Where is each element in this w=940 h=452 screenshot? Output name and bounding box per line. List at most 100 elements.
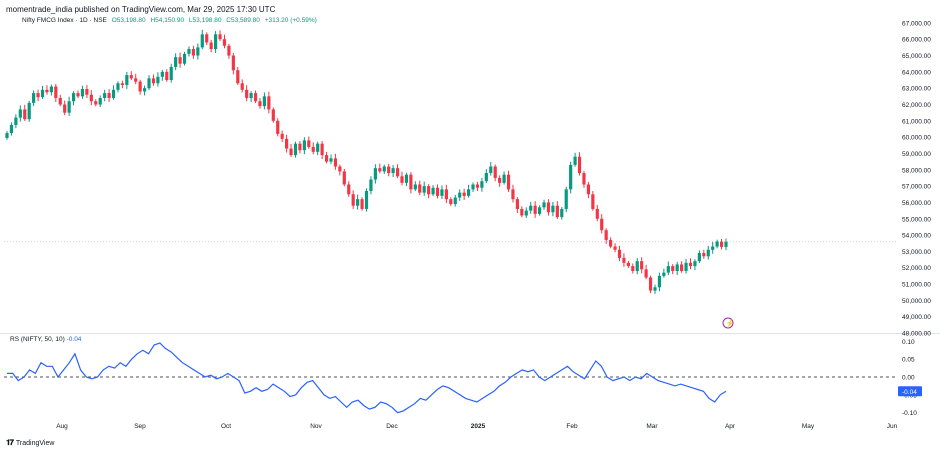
candle <box>595 208 599 219</box>
candle <box>174 57 178 67</box>
x-tick-label: May <box>802 423 815 430</box>
ohlc-low: L53,198.80 <box>188 17 222 24</box>
x-tick-label: Dec <box>386 423 398 430</box>
candle <box>262 96 267 107</box>
candle <box>449 199 453 205</box>
candle <box>435 187 440 196</box>
candle <box>688 262 693 267</box>
candle <box>666 266 670 273</box>
candle <box>120 83 124 85</box>
candle <box>422 186 426 193</box>
price-tick-label: 60,000.00 <box>902 135 931 142</box>
price-tick-label: 66,000.00 <box>902 37 931 44</box>
candle <box>316 143 320 152</box>
candle <box>604 230 608 240</box>
candle <box>498 177 502 183</box>
candle <box>80 88 85 97</box>
tradingview-footer[interactable]: 𝟏𝟕 TradingView <box>6 438 54 448</box>
candle <box>9 124 14 134</box>
candle <box>586 184 591 195</box>
candle <box>187 49 191 54</box>
candle <box>684 262 688 271</box>
candle <box>151 78 156 84</box>
candle <box>342 171 346 185</box>
candle <box>271 109 275 121</box>
candle <box>573 156 577 165</box>
candle <box>404 174 409 183</box>
candle <box>298 143 302 151</box>
candle <box>489 166 493 174</box>
candle <box>307 140 311 147</box>
price-tick-label: 57,000.00 <box>902 184 931 191</box>
price-tick-label: 56,000.00 <box>902 200 931 207</box>
candle <box>475 184 480 188</box>
candle <box>227 45 231 56</box>
candle <box>626 262 630 267</box>
rs-last-value-tag <box>898 386 922 397</box>
candle <box>511 189 515 200</box>
x-tick-label: 2025 <box>471 423 486 430</box>
candle <box>564 189 568 209</box>
candle <box>382 166 386 172</box>
price-tick-label: 50,000.00 <box>902 298 931 305</box>
candle <box>160 71 164 77</box>
candle <box>675 264 679 271</box>
x-tick-label: Mar <box>646 423 658 430</box>
price-tick-label: 54,000.00 <box>902 233 931 240</box>
rs-line <box>7 342 727 414</box>
candle <box>23 109 27 120</box>
candle <box>480 181 484 188</box>
candle <box>258 101 262 107</box>
candle <box>191 49 196 56</box>
candle <box>45 89 49 93</box>
candle <box>546 202 551 213</box>
x-tick-label: Aug <box>56 423 68 430</box>
candle <box>245 89 249 98</box>
candle <box>413 184 417 190</box>
axes: 48,000.00 49,000.00 50,000.00 51,000.00 52,0… <box>56 20 931 430</box>
candle <box>577 156 582 174</box>
candle <box>98 97 102 105</box>
candle <box>635 261 639 271</box>
tradingview-logo-icon: 𝟏𝟕 <box>6 438 14 447</box>
price-tick-label: 53,000.00 <box>902 249 931 256</box>
candle <box>533 205 537 214</box>
candle <box>182 53 187 64</box>
candle <box>89 94 93 102</box>
ohlc-change: +313.20 (+0.59%) <box>264 17 317 24</box>
candle <box>111 89 116 98</box>
price-tick-label: 48,000.00 <box>902 331 931 338</box>
candle <box>14 117 18 125</box>
candle <box>427 186 431 195</box>
candle <box>134 78 138 82</box>
candle <box>409 174 413 190</box>
candle <box>440 189 444 196</box>
candle <box>156 76 160 84</box>
candle <box>351 194 355 206</box>
candle <box>617 249 622 258</box>
rs-line-series <box>7 342 727 414</box>
candle <box>680 264 684 271</box>
candle <box>338 166 342 172</box>
candlestick-series: ⚡ <box>5 29 734 329</box>
candle <box>458 192 462 198</box>
ohlc-close: C53,589.80 <box>226 17 260 24</box>
candle <box>222 39 227 46</box>
candle <box>236 70 240 84</box>
candle <box>54 86 58 98</box>
candle <box>63 104 67 113</box>
candle <box>529 205 533 211</box>
rs-indicator-legend[interactable]: RS (NIFTY, 50, 10) -0.04 <box>10 336 81 343</box>
candle <box>320 143 324 156</box>
publisher-caption: momentrade_india published on TradingVie… <box>6 5 276 14</box>
rs-tick-label: 0.10 <box>902 339 915 346</box>
candle <box>671 266 675 271</box>
price-tick-label: 62,000.00 <box>902 102 931 109</box>
candle <box>280 133 284 139</box>
candle <box>285 138 289 149</box>
candle <box>609 239 613 247</box>
symbol-name[interactable]: Nifty FMCG Index · 1D · NSE <box>22 17 107 24</box>
candle <box>582 173 586 185</box>
candle <box>165 71 169 81</box>
